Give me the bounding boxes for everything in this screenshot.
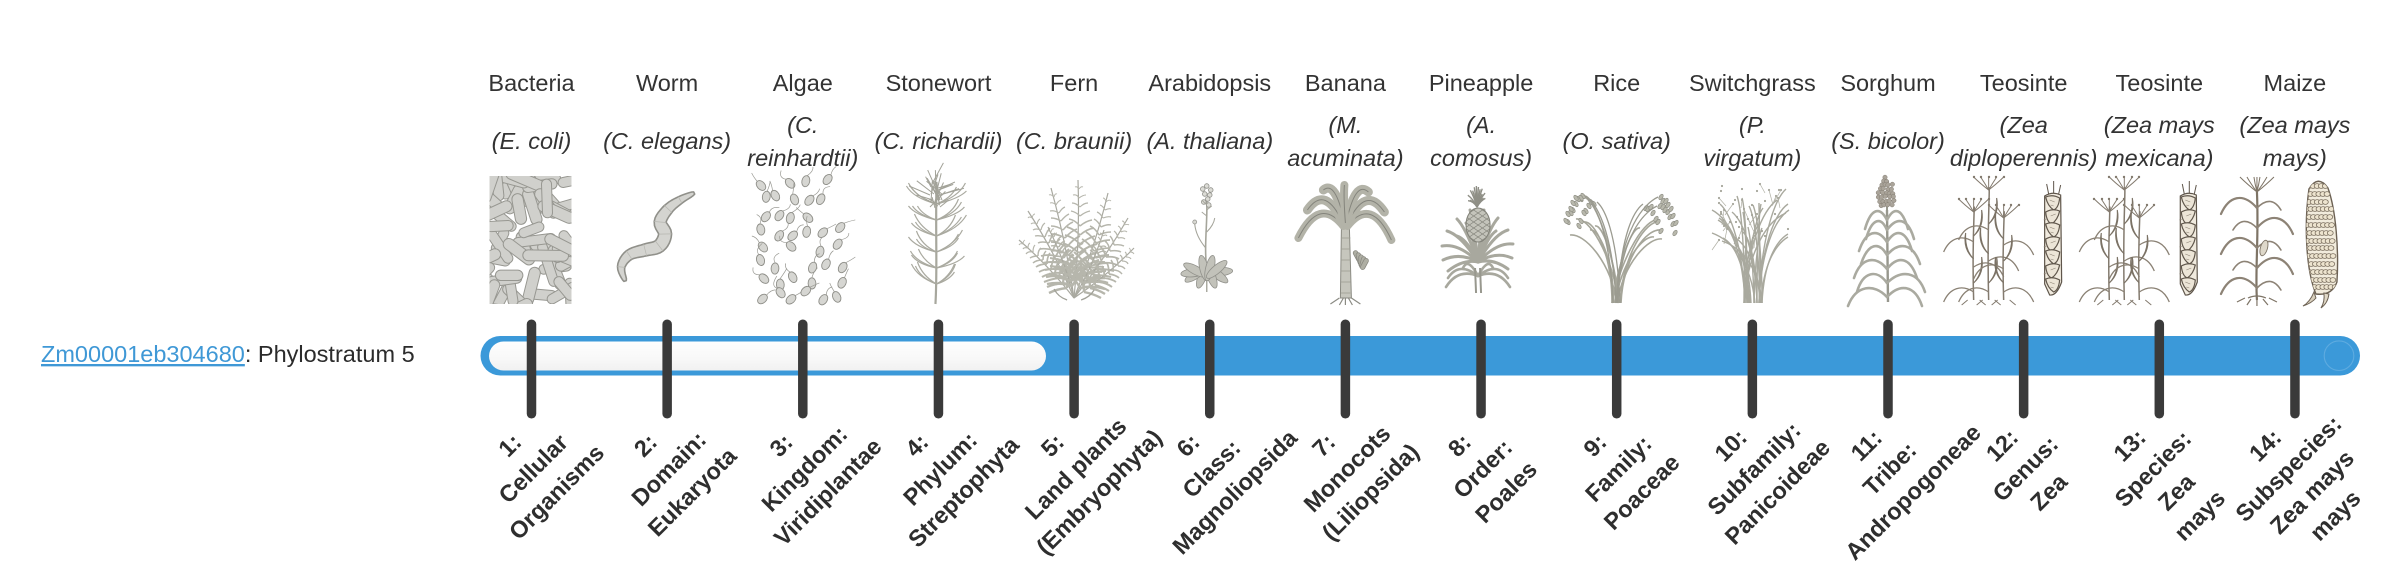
svg-text:Banana: Banana bbox=[1305, 70, 1387, 96]
svg-text:Arabidopsis: Arabidopsis bbox=[1148, 70, 1271, 96]
svg-text:(M.: (M. bbox=[1328, 112, 1362, 138]
svg-text:Teosinte: Teosinte bbox=[2116, 70, 2204, 96]
svg-text:Zm00001eb304680: Phylostratum: Zm00001eb304680: Phylostratum 5 bbox=[41, 341, 415, 367]
svg-text:Stonewort: Stonewort bbox=[886, 70, 992, 96]
svg-text:(A.: (A. bbox=[1466, 112, 1496, 138]
svg-text:(Zea: (Zea bbox=[2000, 112, 2048, 138]
svg-text:(C. elegans): (C. elegans) bbox=[603, 128, 731, 154]
svg-text:Bacteria: Bacteria bbox=[488, 70, 575, 96]
svg-text:(Zea mays: (Zea mays bbox=[2239, 112, 2350, 138]
svg-text:diploperennis): diploperennis) bbox=[1950, 145, 2098, 171]
svg-text:virgatum): virgatum) bbox=[1703, 145, 1801, 171]
svg-text:Switchgrass: Switchgrass bbox=[1689, 70, 1816, 96]
svg-text:(C. braunii): (C. braunii) bbox=[1016, 128, 1132, 154]
svg-text:(Zea mays: (Zea mays bbox=[2104, 112, 2215, 138]
svg-text:reinhardtii): reinhardtii) bbox=[747, 145, 858, 171]
svg-text:Fern: Fern bbox=[1050, 70, 1098, 96]
svg-text:Algae: Algae bbox=[773, 70, 833, 96]
svg-text:Maize: Maize bbox=[2264, 70, 2327, 96]
svg-text:(A. thaliana): (A. thaliana) bbox=[1146, 128, 1273, 154]
svg-text:Worm: Worm bbox=[636, 70, 698, 96]
svg-text:(S. bicolor): (S. bicolor) bbox=[1831, 128, 1945, 154]
svg-text:Sorghum: Sorghum bbox=[1840, 70, 1935, 96]
svg-text:(O. sativa): (O. sativa) bbox=[1563, 128, 1671, 154]
svg-text:Teosinte: Teosinte bbox=[1980, 70, 2068, 96]
svg-text:mays): mays) bbox=[2263, 145, 2327, 171]
svg-text:comosus): comosus) bbox=[1430, 145, 1532, 171]
svg-text:acuminata): acuminata) bbox=[1287, 145, 1403, 171]
svg-text:Pineapple: Pineapple bbox=[1429, 70, 1534, 96]
svg-text:(C. richardii): (C. richardii) bbox=[875, 128, 1003, 154]
svg-text:(E. coli): (E. coli) bbox=[492, 128, 572, 154]
svg-text:(C.: (C. bbox=[787, 112, 818, 138]
svg-text:Rice: Rice bbox=[1593, 70, 1640, 96]
svg-text:mexicana): mexicana) bbox=[2105, 145, 2213, 171]
svg-text:(P.: (P. bbox=[1739, 112, 1766, 138]
